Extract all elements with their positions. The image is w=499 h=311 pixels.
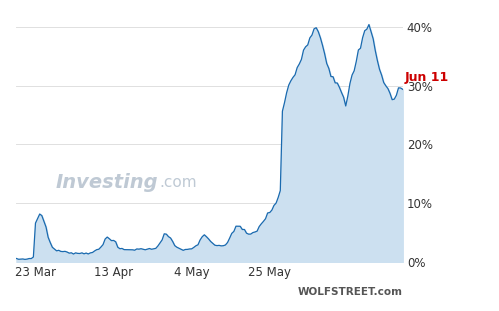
Text: Jun 11: Jun 11: [405, 71, 449, 84]
Text: Investing: Investing: [55, 174, 158, 193]
Text: WOLFSTREET.com: WOLFSTREET.com: [298, 287, 403, 297]
Text: .com: .com: [159, 175, 197, 191]
